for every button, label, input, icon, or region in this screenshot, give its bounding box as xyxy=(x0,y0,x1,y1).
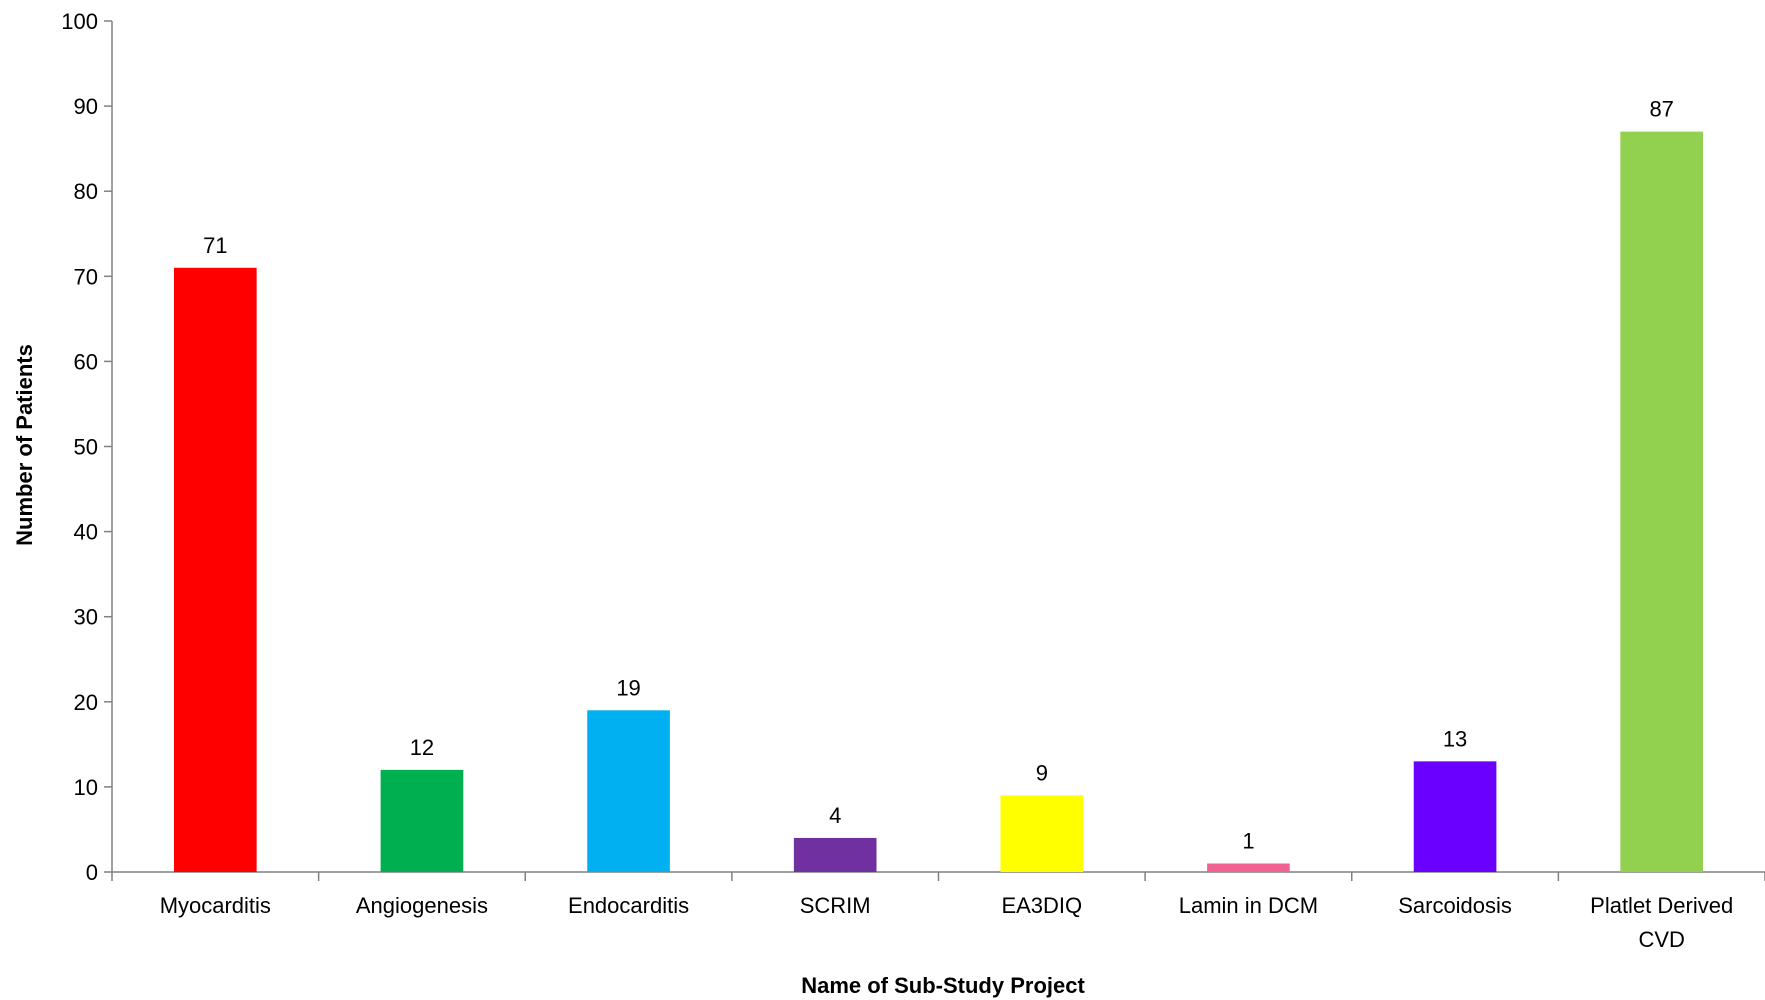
y-tick-label: 0 xyxy=(86,860,98,885)
y-tick-label: 70 xyxy=(74,264,98,289)
y-tick-label: 10 xyxy=(74,775,98,800)
y-axis: 0 10 20 30 40 50 60 70 80 90 100 xyxy=(61,9,113,885)
bar xyxy=(587,710,670,872)
x-tick-label: Myocarditis xyxy=(160,893,271,918)
bar xyxy=(380,769,464,872)
y-tick-label: 30 xyxy=(74,605,98,630)
data-label: 13 xyxy=(1443,726,1467,751)
x-tick-label: Endocarditis xyxy=(568,893,689,918)
x-axis: Myocarditis Angiogenesis Endocarditis SCRIM… xyxy=(111,871,1765,952)
y-tick-label: 80 xyxy=(74,179,98,204)
bar xyxy=(1620,131,1704,872)
y-tick-label: 60 xyxy=(74,349,98,374)
data-label: 87 xyxy=(1649,97,1673,122)
bar xyxy=(1207,863,1290,872)
x-tick-label: CVD xyxy=(1638,927,1684,952)
x-tick-label: Sarcoidosis xyxy=(1398,893,1512,918)
bars xyxy=(173,131,1704,872)
bar xyxy=(1413,761,1497,872)
data-label: 9 xyxy=(1036,760,1048,785)
data-label: 71 xyxy=(203,233,227,258)
data-label: 4 xyxy=(829,803,841,828)
x-tick-label: Platlet Derived xyxy=(1590,893,1733,918)
data-label: 1 xyxy=(1242,828,1254,853)
y-tick-label: 50 xyxy=(74,435,98,460)
y-tick-label: 100 xyxy=(61,9,98,34)
y-tick-label: 90 xyxy=(74,94,98,119)
x-tick-label: EA3DIQ xyxy=(1001,893,1082,918)
data-labels: 71 12 19 4 9 1 13 87 xyxy=(203,97,1674,854)
y-tick-label: 20 xyxy=(74,690,98,715)
data-label: 12 xyxy=(410,735,434,760)
x-axis-title: Name of Sub-Study Project xyxy=(801,973,1085,998)
x-tick-label: Angiogenesis xyxy=(356,893,488,918)
data-label: 19 xyxy=(616,675,640,700)
x-tick-label: Lamin in DCM xyxy=(1179,893,1318,918)
bar xyxy=(1000,795,1084,872)
y-tick-label: 40 xyxy=(74,520,98,545)
y-axis-title: Number of Patients xyxy=(12,344,37,546)
bar xyxy=(793,837,877,872)
x-tick-label: SCRIM xyxy=(800,893,871,918)
bar xyxy=(173,267,257,872)
